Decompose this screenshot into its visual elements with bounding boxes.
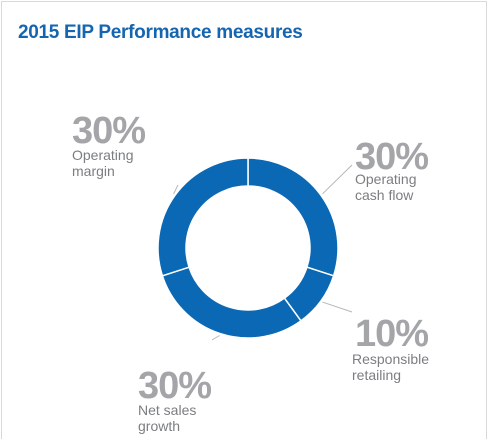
donut-segment xyxy=(157,157,249,277)
donut-segment xyxy=(247,157,339,277)
chart-title: 2015 EIP Performance measures xyxy=(18,22,303,43)
donut-segment xyxy=(161,266,302,339)
leader-line xyxy=(211,335,220,341)
category-label: Operating cash flow xyxy=(355,171,417,203)
leader-line xyxy=(322,301,353,313)
leader-line xyxy=(173,184,179,195)
category-label: Responsible retailing xyxy=(352,351,430,383)
category-label: Net sales growth xyxy=(138,402,197,434)
value-label: 30% xyxy=(355,136,429,178)
leader-line xyxy=(322,164,353,195)
value-label: 30% xyxy=(138,365,212,407)
value-label: 10% xyxy=(355,313,429,355)
category-label: Operating margin xyxy=(72,147,134,179)
value-label: 30% xyxy=(72,110,146,152)
